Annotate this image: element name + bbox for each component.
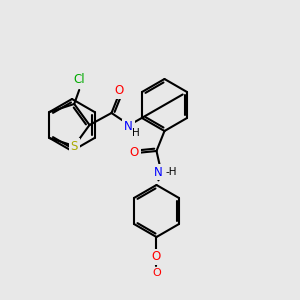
Text: O: O bbox=[115, 85, 124, 98]
Text: O: O bbox=[152, 250, 161, 263]
Text: N: N bbox=[124, 121, 133, 134]
Text: S: S bbox=[70, 140, 78, 152]
Text: O: O bbox=[152, 268, 161, 278]
Text: O: O bbox=[130, 146, 139, 160]
Text: H: H bbox=[132, 128, 140, 138]
Text: -H: -H bbox=[166, 167, 177, 177]
Text: O: O bbox=[152, 250, 161, 263]
Text: N: N bbox=[154, 166, 163, 178]
Text: Cl: Cl bbox=[74, 74, 85, 86]
